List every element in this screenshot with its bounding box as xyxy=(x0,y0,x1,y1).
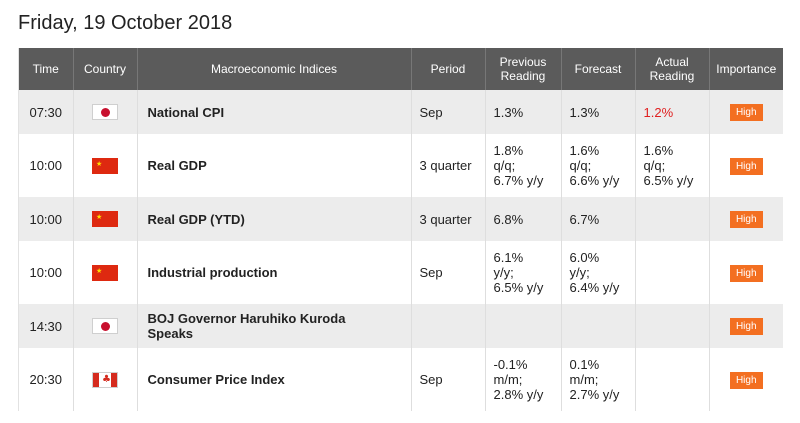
previous-reading xyxy=(485,304,562,348)
actual-reading: 1.2% xyxy=(635,90,710,134)
event-period: 3 quarter xyxy=(411,134,486,197)
japan-flag-icon xyxy=(92,318,118,335)
event-time: 20:30 xyxy=(19,348,74,411)
event-name[interactable]: Industrial production xyxy=(137,241,412,304)
table-row: 07:30 National CPI Sep 1.3% 1.3% 1.2% Hi… xyxy=(19,90,783,134)
previous-reading: -0.1% m/m; 2.8% y/y xyxy=(485,348,562,411)
previous-reading: 1.3% xyxy=(485,90,562,134)
actual-reading xyxy=(635,348,710,411)
forecast-value: 6.0% y/y; 6.4% y/y xyxy=(561,241,636,304)
previous-reading: 6.1% y/y; 6.5% y/y xyxy=(485,241,562,304)
col-header-importance: Importance xyxy=(709,48,783,90)
china-flag-icon xyxy=(92,211,118,228)
china-flag-icon xyxy=(92,264,118,281)
event-name[interactable]: Consumer Price Index xyxy=(137,348,412,411)
table-row: 10:00 Real GDP 3 quarter 1.8%q/q;6.7% y/… xyxy=(19,134,783,197)
importance-badge: High xyxy=(729,371,763,389)
forecast-value: 6.7% xyxy=(561,197,636,241)
col-header-country: Country xyxy=(73,48,138,90)
actual-reading xyxy=(635,241,710,304)
event-time: 10:00 xyxy=(19,241,74,304)
importance-badge: High xyxy=(729,211,763,228)
table-row: 10:00 Real GDP (YTD) 3 quarter 6.8% 6.7%… xyxy=(19,197,783,241)
event-time: 10:00 xyxy=(19,197,74,241)
event-time: 07:30 xyxy=(19,90,74,134)
event-period: Sep xyxy=(411,241,486,304)
col-header-period: Period xyxy=(411,48,486,90)
forecast-value: 0.1% m/m; 2.7% y/y xyxy=(561,348,636,411)
economic-calendar: Time Country Macroeconomic Indices Perio… xyxy=(18,48,783,411)
col-header-indices: Macroeconomic Indices xyxy=(137,48,412,90)
previous-reading: 1.8% q/q; 6.7% y/y xyxy=(485,134,562,197)
event-name[interactable]: BOJ Governor Haruhiko Kuroda Speaks xyxy=(137,304,412,348)
japan-flag-icon xyxy=(92,104,118,121)
forecast-value xyxy=(561,304,636,348)
table-row: 10:00 Industrial production Sep 6.1%y/y;… xyxy=(19,241,783,304)
page-title: Friday, 19 October 2018 xyxy=(18,12,233,34)
previous-reading: 6.8% xyxy=(485,197,562,241)
event-name[interactable]: Real GDP xyxy=(137,134,412,197)
actual-reading xyxy=(635,304,710,348)
importance-badge: High xyxy=(729,318,763,335)
event-time: 14:30 xyxy=(19,304,74,348)
col-header-previous: Previous Reading xyxy=(485,48,562,90)
col-header-forecast: Forecast xyxy=(561,48,636,90)
forecast-value: 1.6% q/q; 6.6% y/y xyxy=(561,134,636,197)
event-period: Sep xyxy=(411,348,486,411)
importance-badge: High xyxy=(729,157,763,175)
event-name[interactable]: Real GDP (YTD) xyxy=(137,197,412,241)
event-period xyxy=(411,304,486,348)
canada-flag-icon xyxy=(92,371,118,388)
table-row: 20:30 Consumer Price Index Sep -0.1%m/m;… xyxy=(19,348,783,411)
col-header-actual: Actual Reading xyxy=(635,48,710,90)
event-period: Sep xyxy=(411,90,486,134)
importance-badge: High xyxy=(729,104,763,121)
calendar-table: Time Country Macroeconomic Indices Perio… xyxy=(19,48,783,411)
event-period: 3 quarter xyxy=(411,197,486,241)
actual-reading: 1.6% q/q; 6.5% y/y xyxy=(635,134,710,197)
col-header-time: Time xyxy=(19,48,74,90)
table-row: 14:30 BOJ Governor Haruhiko Kuroda Speaks… xyxy=(19,304,783,348)
china-flag-icon xyxy=(92,157,118,174)
table-header-row: Time Country Macroeconomic Indices Perio… xyxy=(19,48,783,90)
importance-badge: High xyxy=(729,264,763,282)
forecast-value: 1.3% xyxy=(561,90,636,134)
actual-reading xyxy=(635,197,710,241)
event-time: 10:00 xyxy=(19,134,74,197)
event-name[interactable]: National CPI xyxy=(137,90,412,134)
